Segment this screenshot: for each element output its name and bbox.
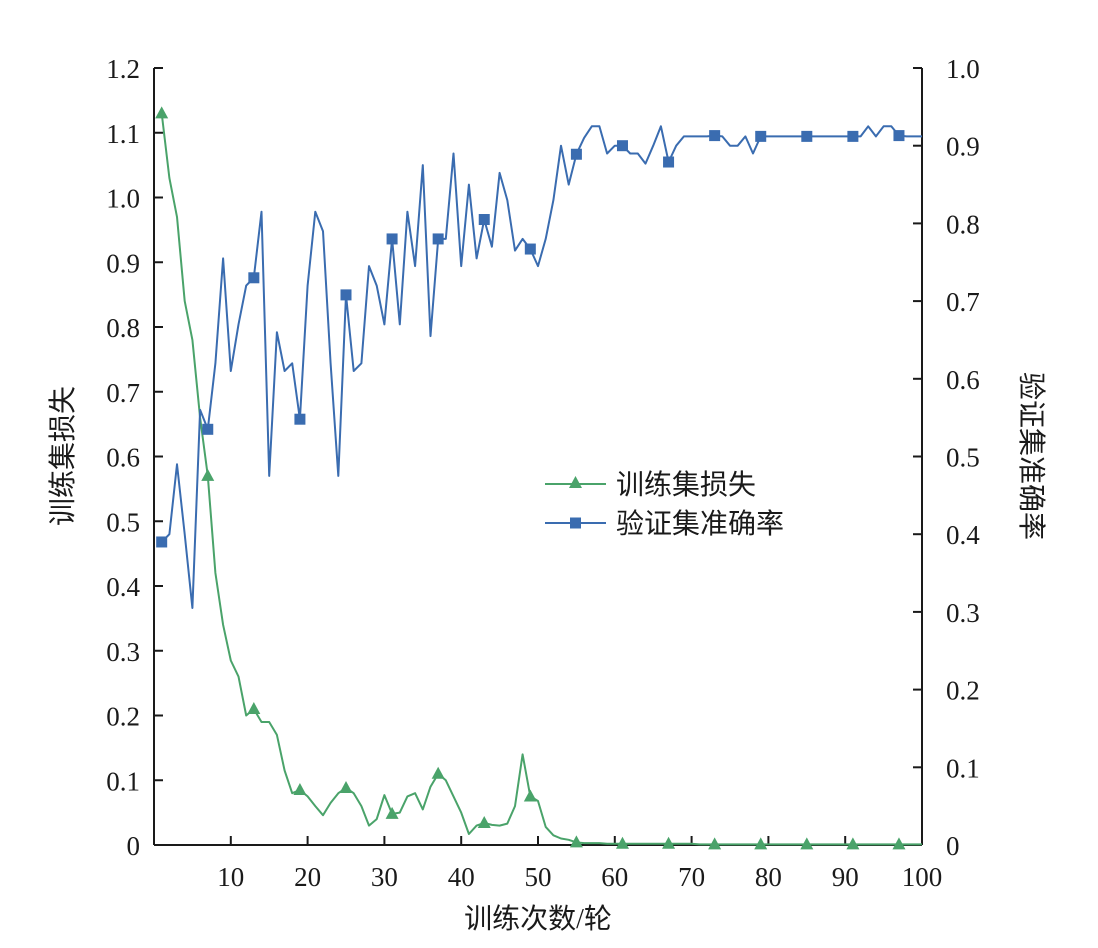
right-y-tick-label: 0.7 (946, 287, 980, 317)
data-point-accuracy (616, 140, 628, 152)
data-point-accuracy (386, 233, 398, 245)
data-point-accuracy (156, 536, 168, 548)
data-point-loss (201, 468, 215, 481)
series-lines (160, 113, 922, 846)
left-y-tick-label: 1.1 (106, 119, 140, 149)
origin-tick-label: 0 (127, 831, 141, 861)
data-point-loss (477, 815, 491, 828)
data-point-accuracy (801, 130, 813, 142)
right-y-tick-label: 0.3 (946, 598, 980, 628)
left-y-tick-label: 0.8 (106, 313, 140, 343)
left-y-tick-label: 1.2 (106, 54, 140, 84)
data-point-accuracy (202, 423, 214, 435)
x-tick-label: 80 (755, 862, 782, 892)
series-markers (155, 106, 906, 850)
data-point-accuracy (478, 214, 490, 226)
right-y-tick-label: 0.5 (946, 443, 980, 473)
data-point-loss (339, 781, 353, 794)
data-point-loss (708, 837, 722, 850)
x-tick-label: 70 (678, 862, 705, 892)
data-point-loss (385, 806, 399, 819)
data-point-accuracy (524, 243, 536, 255)
x-tick-label: 100 (902, 862, 943, 892)
data-point-accuracy (663, 156, 675, 168)
data-point-accuracy (248, 272, 260, 284)
right-y-tick-label: 1.0 (946, 54, 980, 84)
data-point-loss (523, 789, 537, 802)
series-line-loss (160, 113, 922, 846)
left-y-tick-label: 0.1 (106, 766, 140, 796)
x-tick-label: 60 (601, 862, 628, 892)
data-point-loss (892, 837, 906, 850)
right-y-tick-label: 0.1 (946, 753, 980, 783)
right-y-axis-title: 验证集准确率 (1015, 372, 1047, 540)
data-point-accuracy (340, 289, 352, 301)
data-point-loss (800, 837, 814, 850)
data-point-accuracy (709, 130, 721, 142)
data-point-loss (431, 766, 445, 779)
right-y-tick-label: 0.9 (946, 132, 980, 162)
data-point-accuracy (570, 148, 582, 160)
left-y-axis-title: 训练集损失 (47, 386, 79, 526)
left-y-tick-label: 0.7 (106, 378, 140, 408)
right-y-tick-label: 0.8 (946, 209, 980, 239)
ticks: 10 20 30 40 50 60 70 80 90 10000.10.20.30.40.50.6… (106, 54, 980, 892)
data-point-loss (662, 836, 676, 849)
legend-triangle-marker (569, 476, 582, 488)
data-point-loss (155, 106, 169, 119)
data-point-loss (247, 702, 261, 715)
data-point-accuracy (755, 130, 767, 142)
legend-item-loss: 训练集损失 (545, 469, 756, 501)
left-y-tick-label: 0.3 (106, 637, 140, 667)
data-point-loss (754, 837, 768, 850)
right-y-tick-label: 0 (946, 831, 960, 861)
x-tick-label: 90 (832, 862, 859, 892)
data-point-accuracy (893, 130, 905, 142)
left-y-tick-label: 0.9 (106, 248, 140, 278)
left-y-tick-label: 1.0 (106, 184, 140, 214)
data-point-loss (293, 782, 307, 795)
legend-label-accuracy: 验证集准确率 (616, 508, 784, 540)
series-line-accuracy (160, 125, 922, 609)
x-axis-title: 训练次数/轮 (464, 903, 612, 935)
legend-label-loss: 训练集损失 (616, 469, 756, 501)
x-tick-label: 20 (294, 862, 321, 892)
data-point-accuracy (432, 233, 444, 245)
data-point-loss (846, 837, 860, 850)
x-tick-label: 30 (371, 862, 398, 892)
left-y-tick-label: 0.2 (106, 702, 140, 732)
legend-square-marker (570, 517, 581, 529)
legend-item-accuracy: 验证集准确率 (545, 508, 784, 540)
right-y-tick-label: 0.4 (946, 520, 980, 550)
data-point-accuracy (847, 130, 859, 142)
x-tick-label: 10 (217, 862, 244, 892)
left-y-tick-label: 0.4 (106, 572, 140, 602)
x-tick-label: 40 (448, 862, 475, 892)
x-tick-label: 50 (525, 862, 552, 892)
data-point-accuracy (294, 413, 306, 425)
left-y-tick-label: 0.5 (106, 507, 140, 537)
right-y-tick-label: 0.6 (946, 365, 980, 395)
right-y-tick-label: 0.2 (946, 676, 980, 706)
data-point-loss (615, 836, 629, 849)
data-point-loss (569, 835, 583, 848)
left-y-tick-label: 0.6 (106, 443, 140, 473)
legend: 训练集损失 验证集准确率 (545, 469, 784, 540)
